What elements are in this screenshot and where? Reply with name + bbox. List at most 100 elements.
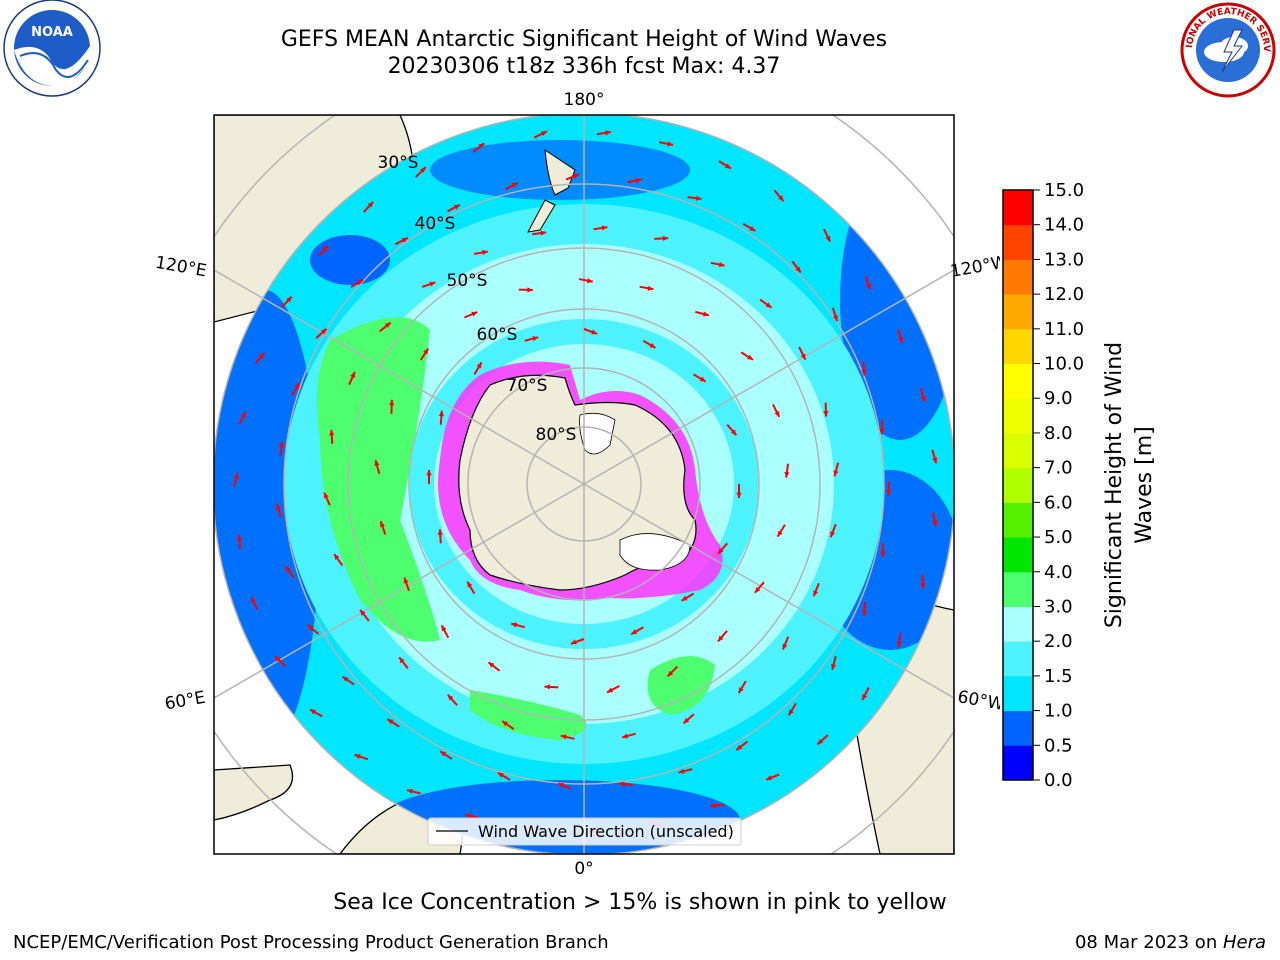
wave-direction-arrowhead xyxy=(795,266,801,273)
wave-direction-arrowhead xyxy=(832,315,838,322)
wave-direction-arrowhead xyxy=(440,751,447,757)
wave-direction-arrowhead xyxy=(765,302,772,308)
wave-direction-arrowhead xyxy=(754,586,761,593)
colorbar-block xyxy=(1003,571,1033,607)
wave-direction-arrowhead xyxy=(360,609,366,616)
wave-direction-arrowhead xyxy=(329,429,335,436)
wave-direction-arrowhead xyxy=(403,577,409,584)
graticule xyxy=(214,115,954,854)
lat-label-70s: 70°S xyxy=(507,376,548,396)
wave-direction-arrowhead xyxy=(488,662,495,668)
colorbar: 0.0 0.5 1.0 1.5 2.0 3.0 4.0 5.0 6.0 7.0 8.0 9.0 10.0… xyxy=(1002,180,1084,790)
wave-direction-arrowhead xyxy=(817,738,824,745)
wave-direction-arrowhead xyxy=(423,348,429,355)
wave-direction-arrowhead xyxy=(718,548,724,554)
colorbar-block xyxy=(1003,675,1033,712)
map-legend: Wind Wave Direction (unscaled) xyxy=(427,817,742,846)
colorbar-tick-label: 12.0 xyxy=(1044,284,1084,305)
colorbar-block xyxy=(1003,190,1033,226)
colorbar-tick-label: 1.0 xyxy=(1044,701,1073,722)
wave-direction-arrowhead xyxy=(932,520,938,527)
wave-direction-arrowhead xyxy=(309,709,316,715)
wave-direction-arrowhead xyxy=(885,490,892,496)
chart-subtitle: 20230306 t18z 336h fcst Max: 4.37 xyxy=(387,54,781,79)
new-zealand-south-land xyxy=(527,199,556,233)
wave-direction-arrowhead xyxy=(437,529,443,535)
wave-direction-arrowhead xyxy=(502,721,509,727)
wave-direction-arrowhead xyxy=(880,551,886,557)
wave-direction-arrowhead xyxy=(823,411,829,417)
wave-direction-arrowhead xyxy=(788,709,794,716)
wave-direction-arrowhead xyxy=(323,492,329,499)
wave-direction-arrowhead xyxy=(387,719,394,725)
wave-direction-arrowhead xyxy=(374,460,380,467)
green-band-west xyxy=(316,317,440,642)
wave-direction-arrowhead xyxy=(511,622,518,628)
wave-direction-arrowhead xyxy=(898,337,904,344)
lon-label-180: 180° xyxy=(564,90,605,110)
wave-direction-arrowhead xyxy=(307,625,314,631)
colorbar-block xyxy=(1003,606,1033,642)
wave-direction-arrowhead xyxy=(467,581,473,588)
colorbar-block xyxy=(1003,432,1033,469)
colorbar-block xyxy=(1003,259,1033,295)
wave-direction-arrowhead xyxy=(586,278,593,284)
wave-direction-arrowhead xyxy=(825,235,831,242)
wave-direction-arrowhead xyxy=(236,535,242,541)
wave-direction-arrowhead xyxy=(879,428,885,435)
lon-label-0: 0° xyxy=(574,859,593,879)
wave-direction-arrowhead xyxy=(591,329,598,335)
lat-label-40s: 40°S xyxy=(415,214,456,234)
wave-direction-arrowhead xyxy=(683,717,690,724)
wave-direction-arrowhead xyxy=(746,354,753,360)
wave-direction-arrowhead xyxy=(471,311,478,317)
wave-direction-arrowhead xyxy=(527,287,533,293)
colorbar-tick-label: 4.0 xyxy=(1044,562,1073,583)
wave-direction-arrowhead xyxy=(540,230,547,236)
wave-direction-arrowhead xyxy=(920,395,926,402)
colorbar-block xyxy=(1003,502,1033,538)
wave-direction-arrowhead xyxy=(718,261,725,268)
wave-direction-arrowhead xyxy=(717,635,724,642)
lat-label-30s: 30°S xyxy=(378,153,419,173)
wave-direction-arrowhead xyxy=(573,173,580,179)
wave-direction-arrowhead xyxy=(334,554,340,560)
lon-label-60e: 60°E xyxy=(163,688,207,715)
wave-direction-arrowhead xyxy=(622,733,629,739)
colorbar-tick-label: 11.0 xyxy=(1044,319,1084,340)
lon-label-120e: 120°E xyxy=(154,253,208,282)
wave-direction-arrowhead xyxy=(702,311,709,317)
colorbar-block xyxy=(1003,537,1033,573)
wave-direction-arrowhead xyxy=(831,663,837,670)
wave-direction-arrowhead xyxy=(813,590,819,597)
legend-label: Wind Wave Direction (unscaled) xyxy=(478,822,734,841)
wave-direction-arrowhead xyxy=(607,687,614,693)
colorbar-block xyxy=(1003,294,1033,330)
wave-direction-arrowhead xyxy=(861,369,867,376)
wave-direction-arrowhead xyxy=(420,167,426,173)
wave-direction-arrowhead xyxy=(738,687,744,694)
wave-direction-arrowhead xyxy=(441,625,447,632)
wave-direction-arrowhead xyxy=(274,656,281,662)
wave-direction-arrowhead xyxy=(862,693,868,700)
wave-direction-arrowhead xyxy=(356,279,363,285)
wave-direction-arrowhead xyxy=(497,772,504,778)
wave-direction-arrowhead xyxy=(710,802,716,809)
wave-direction-arrowhead xyxy=(601,225,608,231)
wave-direction-arrowhead xyxy=(896,641,902,648)
colorbar-tick-label: 0.5 xyxy=(1044,735,1073,756)
wave-direction-arrowhead xyxy=(354,754,361,760)
wave-direction-arrowhead xyxy=(800,353,806,360)
colorbar-block xyxy=(1003,363,1033,399)
wave-direction-arrowhead xyxy=(681,595,688,601)
wave-direction-arrowhead xyxy=(777,530,783,537)
wave-direction-arrowhead xyxy=(678,768,685,774)
wave-direction-arrowhead xyxy=(320,328,327,335)
wave-direction-arrowhead xyxy=(662,235,669,242)
wave-direction-arrowhead xyxy=(476,362,482,369)
wave-direction-arrowhead xyxy=(258,352,265,359)
svg-text:NOAA: NOAA xyxy=(31,25,73,40)
wave-direction-arrowhead xyxy=(447,694,454,701)
colorbar-tick-label: 1.5 xyxy=(1044,666,1073,687)
wave-direction-arrowhead xyxy=(667,141,673,147)
